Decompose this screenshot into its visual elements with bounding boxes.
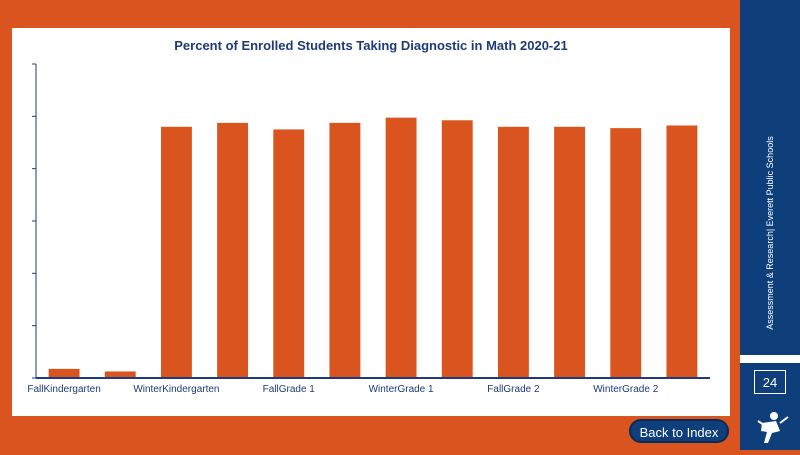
y-axis-ticks: [32, 63, 36, 379]
bar: [666, 125, 698, 378]
x-tick-label: FallKindergarten: [27, 384, 100, 395]
bar: [554, 126, 586, 378]
x-axis-labels: FallKindergarten WinterKindergarten FallGr…: [27, 384, 658, 395]
sidebar: Assessment & Research| Everett Public Sc…: [740, 0, 800, 450]
runner-logo-icon: [740, 403, 800, 450]
bar: [610, 128, 642, 378]
bar: [104, 371, 136, 378]
chart-panel: Percent of Enrolled Students Taking Diag…: [12, 28, 730, 416]
bar: [385, 117, 417, 379]
bar: [329, 122, 361, 378]
x-tick-label: FallGrade 1: [263, 384, 316, 395]
page-number: 24: [754, 370, 786, 394]
bar: [160, 126, 192, 378]
slide-background: Percent of Enrolled Students Taking Diag…: [12, 28, 730, 416]
bar: [497, 126, 529, 378]
bar: [273, 129, 305, 378]
bar-chart: FallKindergarten WinterKindergarten FallGr…: [27, 63, 710, 395]
sidebar-divider: [740, 355, 800, 363]
x-tick-label: FallGrade 2: [487, 384, 540, 395]
chart-title: Percent of Enrolled Students Taking Diag…: [174, 38, 568, 53]
x-tick-label: WinterGrade 2: [593, 384, 658, 395]
bar: [48, 368, 80, 378]
bars: [48, 117, 698, 379]
back-to-index-button[interactable]: Back to Index: [629, 419, 729, 443]
sidebar-caption: Assessment & Research| Everett Public Sc…: [765, 136, 775, 330]
bar: [217, 122, 249, 378]
x-tick-label: WinterGrade 1: [369, 384, 434, 395]
x-tick-label: WinterKindergarten: [133, 384, 219, 395]
bar: [441, 120, 473, 378]
